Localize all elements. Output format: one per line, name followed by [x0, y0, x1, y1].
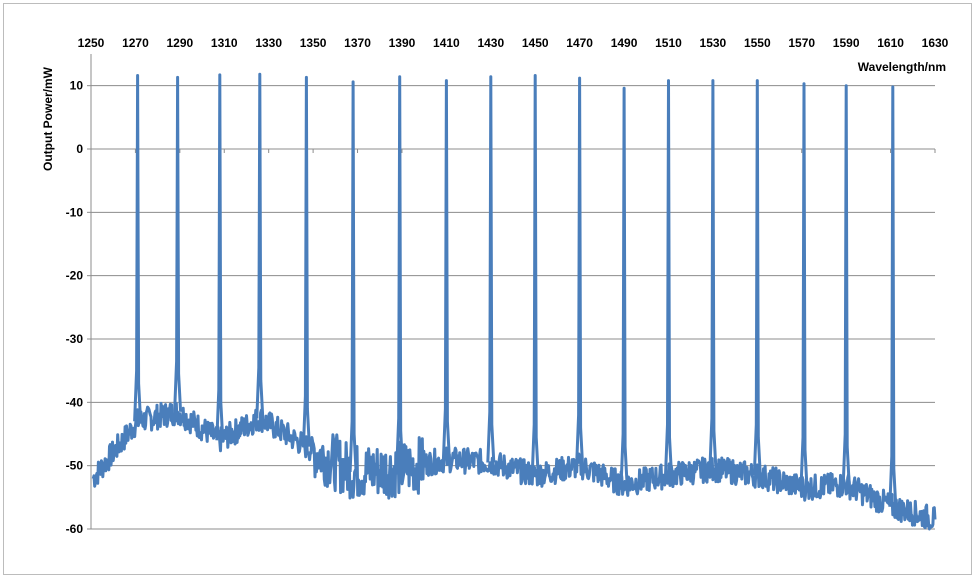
y-tick-label: -10: [66, 205, 84, 219]
peak-line: [348, 80, 358, 473]
x-tick-label: 1370: [344, 36, 371, 50]
x-axis-ticks: 1250 1270 1290 1310 1330 1350 1370 1390 1410 1430…: [78, 36, 949, 153]
y-tick-label: 0: [76, 142, 83, 156]
x-axis-title: Wavelength/nm: [858, 60, 946, 74]
x-tick-label: 1310: [211, 36, 238, 50]
x-tick-label: 1490: [611, 36, 638, 50]
peak-line: [530, 74, 540, 476]
x-tick-label: 1630: [922, 36, 949, 50]
peak-line: [664, 79, 673, 476]
peak-line: [301, 75, 311, 447]
series-lines: [91, 72, 937, 531]
noise-floor-line: [91, 401, 937, 531]
peak-line: [255, 72, 265, 419]
x-tick-label: 1470: [566, 36, 593, 50]
peak-line: [395, 75, 405, 469]
peak-line: [575, 76, 585, 466]
peak-line: [799, 82, 809, 488]
peak-line: [133, 74, 143, 422]
y-axis-title: Output Power/mW: [41, 66, 55, 171]
x-tick-label: 1250: [78, 36, 105, 50]
peak-line: [752, 79, 762, 476]
peak-line: [215, 73, 225, 441]
peak-line: [841, 84, 851, 485]
y-tick-label: 10: [70, 79, 84, 93]
x-tick-label: 1530: [700, 36, 727, 50]
peak-line: [619, 86, 629, 485]
y-tick-label: -20: [66, 269, 84, 283]
gridlines: [90, 54, 935, 530]
y-axis-ticks: 10 0 -10 -20 -30 -40 -50 -60: [66, 79, 91, 536]
x-tick-label: 1550: [744, 36, 771, 50]
x-tick-label: 1270: [122, 36, 149, 50]
x-tick-label: 1610: [877, 36, 904, 50]
peak-line: [441, 79, 451, 460]
x-tick-label: 1350: [300, 36, 327, 50]
peak-line: [173, 75, 183, 412]
y-tick-label: -40: [66, 395, 84, 409]
peak-line: [486, 75, 496, 463]
x-tick-label: 1510: [655, 36, 682, 50]
x-tick-label: 1590: [833, 36, 860, 50]
x-tick-label: 1290: [166, 36, 193, 50]
peak-line: [708, 79, 718, 469]
peak-line: [888, 85, 898, 507]
y-tick-label: -50: [66, 459, 84, 473]
x-tick-label: 1450: [522, 36, 549, 50]
x-tick-label: 1410: [433, 36, 460, 50]
x-tick-label: 1390: [389, 36, 416, 50]
chart-frame: 1250 1270 1290 1310 1330 1350 1370 1390 1410 1430…: [3, 3, 972, 575]
x-tick-label: 1330: [255, 36, 282, 50]
x-tick-label: 1430: [477, 36, 504, 50]
x-tick-label: 1570: [788, 36, 815, 50]
y-tick-label: -30: [66, 332, 84, 346]
y-tick-label: -60: [66, 522, 84, 536]
spectrum-chart: 1250 1270 1290 1310 1330 1350 1370 1390 1410 1430…: [41, 36, 949, 536]
